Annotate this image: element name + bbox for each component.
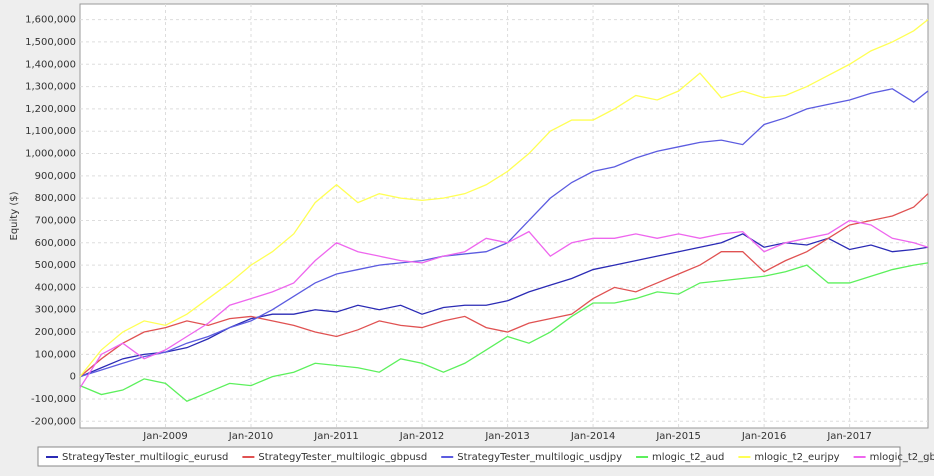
y-tick-label: 300,000 (35, 305, 76, 316)
series-line (79, 262, 929, 402)
legend-label: mlogic_t2_eurjpy (754, 452, 839, 463)
legend-label: StrategyTester_multilogic_gbpusd (258, 452, 427, 463)
y-tick-label: 1,000,000 (25, 149, 76, 160)
y-axis-label: Equity ($) (9, 191, 20, 240)
x-tick-label: Jan-2016 (741, 431, 786, 442)
legend-label: StrategyTester_multilogic_usdjpy (457, 452, 622, 463)
legend-label: mlogic_t2_aud (652, 452, 724, 463)
x-tick-label: Jan-2014 (570, 431, 615, 442)
y-tick-label: 0 (70, 372, 76, 383)
series-line (79, 233, 929, 378)
plot-area (79, 3, 929, 429)
y-tick-label: 600,000 (35, 238, 76, 249)
y-tick-label: 1,400,000 (25, 59, 76, 70)
y-tick-label: 200,000 (35, 327, 76, 338)
x-tick-label: Jan-2015 (655, 431, 700, 442)
y-tick-label: 900,000 (35, 171, 76, 182)
y-tick-label: 500,000 (35, 260, 76, 271)
y-tick-label: 800,000 (35, 193, 76, 204)
legend (37, 446, 901, 467)
x-tick-label: Jan-2009 (142, 431, 187, 442)
x-tick-label: Jan-2013 (484, 431, 529, 442)
legend-label: StrategyTester_multilogic_eurusd (62, 452, 228, 463)
series-line (79, 193, 929, 378)
y-tick-label: 100,000 (35, 349, 76, 360)
y-tick-label: 1,500,000 (25, 37, 76, 48)
y-tick-label: 1,300,000 (25, 82, 76, 93)
y-tick-label: 1,100,000 (25, 126, 76, 137)
x-tick-label: Jan-2017 (826, 431, 871, 442)
x-tick-label: Jan-2010 (228, 431, 273, 442)
y-tick-label: 1,600,000 (25, 15, 76, 26)
y-tick-label: 1,200,000 (25, 104, 76, 115)
y-tick-label: 700,000 (35, 215, 76, 226)
y-tick-label: -200,000 (31, 416, 76, 427)
legend-label: mlogic_t2_gbpjpy (870, 452, 934, 463)
y-tick-label: 400,000 (35, 282, 76, 293)
y-tick-label: -100,000 (31, 394, 76, 405)
x-tick-label: Jan-2012 (399, 431, 444, 442)
x-tick-label: Jan-2011 (313, 431, 358, 442)
series-line (79, 219, 929, 389)
series-line (79, 19, 929, 378)
